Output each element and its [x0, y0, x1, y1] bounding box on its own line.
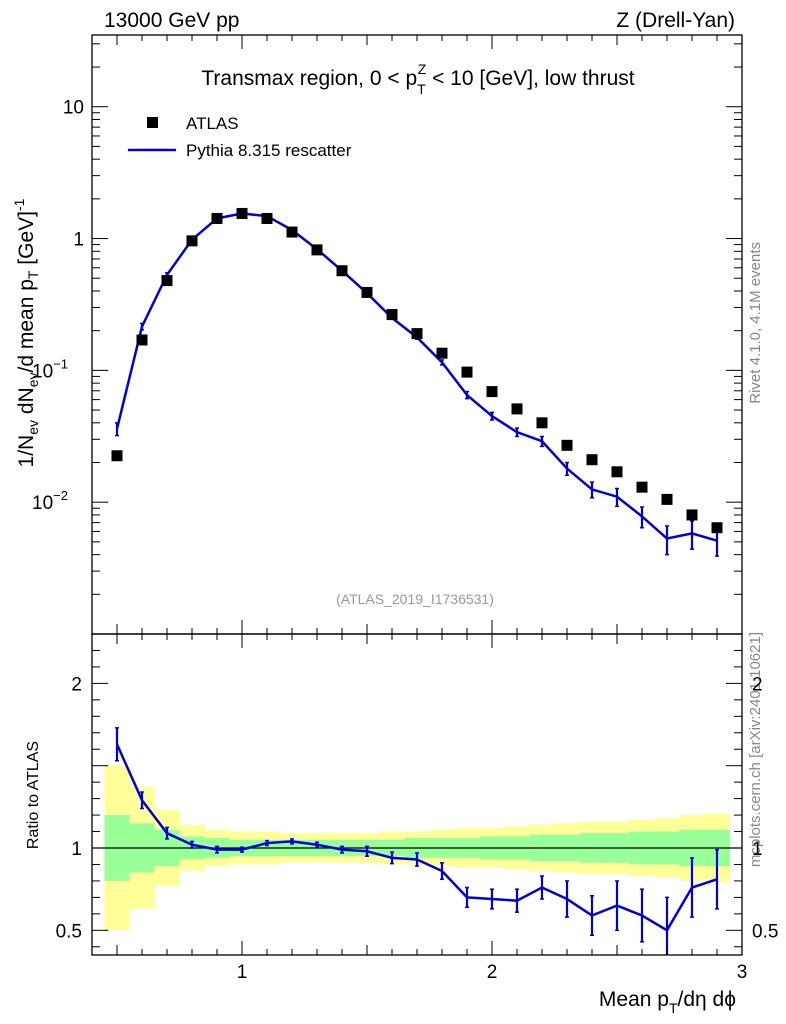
plot-title-part2: < 10 [GeV], low thrust [426, 67, 635, 90]
source-label: mcplots.cern.ch [arXiv:2401.10621] [747, 632, 764, 867]
data-point [361, 286, 373, 298]
collision-label: 13000 GeV pp [104, 9, 239, 32]
y-axis-label: 1/Nev dNev/d mean pT [GeV]-1 [11, 198, 41, 467]
data-point [586, 454, 598, 466]
data-point [136, 334, 148, 346]
data-point [411, 328, 423, 340]
x-axis-label: Mean pT/dη dϕ [599, 988, 736, 1016]
ratio-y-tick-label: 1 [71, 839, 82, 860]
data-point [211, 212, 223, 224]
y-tick-label: 10 [63, 98, 84, 119]
legend-data-label: ATLAS [186, 114, 239, 133]
rivet-label: Rivet 4.1.0, 4.1M events [747, 242, 764, 404]
ratio-y-tick-label-right: 0.5 [752, 921, 778, 942]
plot-title-sub: T [417, 81, 426, 97]
ratio-y-tick-label-right: 1 [752, 839, 763, 860]
ratio-frame [91, 633, 743, 956]
data-point [636, 481, 648, 493]
data-point [511, 403, 523, 415]
data-point [111, 450, 123, 462]
data-point [661, 493, 673, 505]
main-series [111, 207, 723, 557]
plot-title-sup: Z [418, 61, 427, 77]
data-point [461, 366, 473, 378]
data-point [186, 235, 198, 247]
ratio-y-axis-label: Ratio to ATLAS [25, 741, 42, 849]
plot-title: Transmax region, 0 < pTZ < 10 [GeV], low… [201, 61, 634, 97]
x-tick-label: 1 [237, 962, 248, 983]
data-point [561, 439, 573, 451]
legend-data-marker [147, 117, 158, 128]
data-point [686, 509, 698, 521]
data-point [286, 226, 298, 238]
data-point [161, 275, 173, 287]
ratio-series [115, 727, 719, 955]
data-point [436, 347, 448, 359]
y-tick-label: 10−2 [32, 488, 68, 514]
mc-line [115, 212, 718, 542]
process-label: Z (Drell-Yan) [616, 9, 735, 32]
data-point [236, 207, 248, 219]
ratio-y-tick-label: 0.5 [56, 921, 82, 942]
x-tick-label: 2 [487, 962, 498, 983]
ratio-y-tick-label-right: 2 [752, 674, 763, 695]
data-point [536, 417, 548, 429]
axes: 1 2 3 10−2 10−1 1 10 0.5 0.5 1 1 2 2 [32, 34, 778, 983]
data-point [386, 309, 398, 321]
analysis-id: (ATLAS_2019_I1736531) [336, 591, 494, 607]
x-tick-label: 3 [737, 962, 748, 983]
y-tick-label: 1 [73, 230, 84, 251]
data-point [486, 386, 498, 398]
legend-mc-label: Pythia 8.315 rescatter [186, 141, 352, 160]
data-point [611, 466, 623, 478]
data-point [311, 244, 323, 256]
legend: ATLAS Pythia 8.315 rescatter [128, 114, 352, 160]
plot-title-part1: Transmax region, 0 < p [201, 67, 417, 90]
ratio-uncertainty-bands [92, 765, 742, 931]
data-point [336, 265, 348, 277]
y-tick-label: 10−1 [32, 356, 68, 382]
ratio-y-tick-label: 2 [71, 674, 82, 695]
data-point [261, 212, 273, 224]
data-point [711, 522, 723, 534]
